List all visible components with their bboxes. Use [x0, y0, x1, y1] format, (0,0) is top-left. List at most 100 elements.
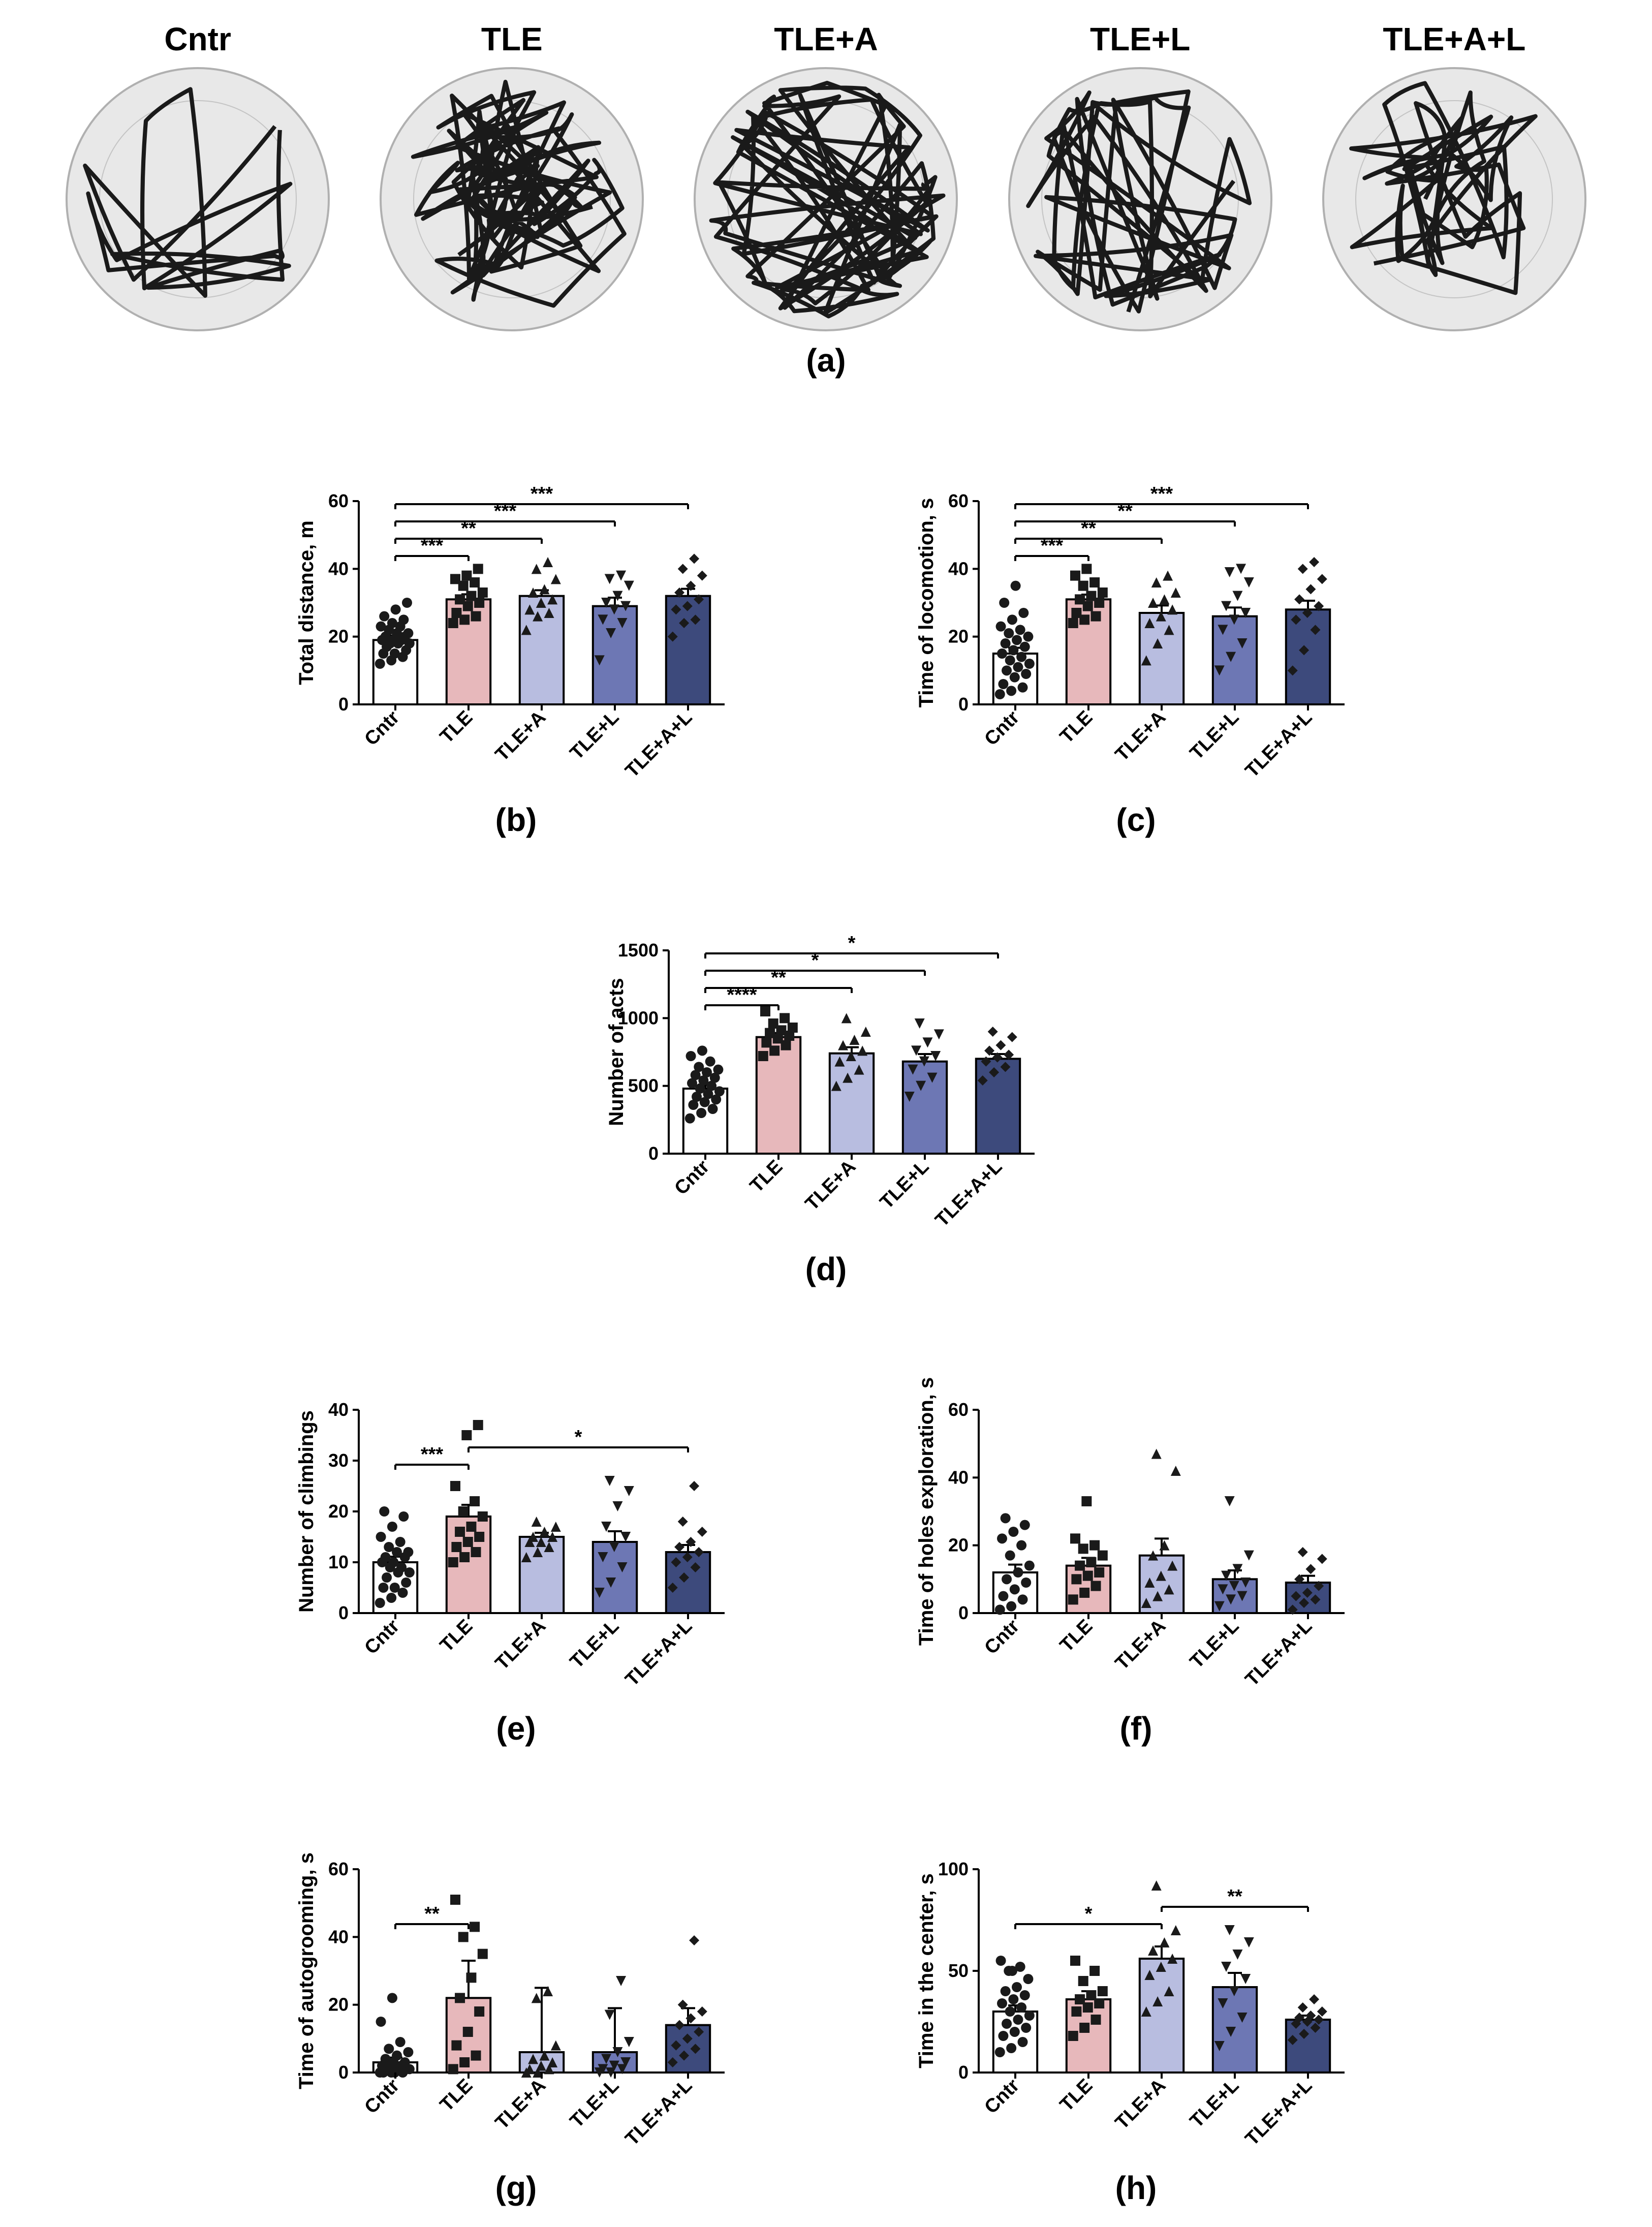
svg-text:10: 10: [328, 1552, 348, 1572]
svg-text:TLE+L: TLE+L: [876, 1156, 933, 1214]
svg-text:Number of climbings: Number of climbings: [295, 1410, 318, 1613]
svg-text:*: *: [574, 1427, 582, 1448]
track-column-tle: TLE: [380, 20, 644, 331]
panel-e: 0 10 20 30 40 Number of climbings Cntr TLE TLE+A…: [272, 1318, 760, 1747]
svg-text:TLE+A+L: TLE+A+L: [931, 1156, 1006, 1231]
panel-d-label: (d): [805, 1250, 847, 1288]
svg-text:20: 20: [328, 626, 348, 647]
svg-text:40: 40: [948, 1467, 968, 1488]
svg-text:Time of locomotion, s: Time of locomotion, s: [915, 498, 938, 708]
panel-d: 050010001500Number of actsCntrTLETLE+ATL…: [582, 859, 1070, 1288]
panel-h: 0 50 100Time in the center, s Cntr TLE TLE+A T…: [892, 1778, 1380, 2207]
svg-text:60: 60: [328, 1859, 348, 1879]
bar-TLE+L: [902, 1062, 946, 1154]
svg-text:TLE: TLE: [1055, 2075, 1096, 2116]
svg-text:0: 0: [338, 1602, 348, 1623]
svg-text:100: 100: [938, 1859, 968, 1879]
panel-g: 0204060Time of autogrooming, sCntrTLETLE…: [272, 1778, 760, 2207]
svg-text:60: 60: [948, 490, 968, 511]
svg-text:Cntr: Cntr: [360, 1616, 403, 1659]
svg-text:TLE+A+L: TLE+A+L: [1241, 1616, 1316, 1691]
svg-text:Cntr: Cntr: [670, 1156, 713, 1199]
svg-text:TLE+A: TLE+A: [1111, 1616, 1170, 1675]
bar-TLE+A+L: [666, 596, 709, 704]
panel-c-label: (c): [1116, 801, 1156, 839]
chart-row-gh: 0 20 40 60 Time of autogrooming, s Cntr TLE TLE…: [10, 1778, 1642, 2207]
panel-f: 0204060Time of holes exploration, sCntrT…: [892, 1318, 1380, 1747]
track-title: TLE: [481, 20, 543, 58]
svg-text:20: 20: [328, 1994, 348, 2015]
svg-text:Cntr: Cntr: [360, 707, 403, 750]
svg-text:0: 0: [648, 1143, 658, 1164]
svg-text:TLE+A+L: TLE+A+L: [621, 2075, 696, 2150]
arena-cntr: [66, 67, 330, 331]
track-title: Cntr: [164, 20, 231, 58]
bar-TLE+L: [593, 606, 636, 704]
svg-text:Cntr: Cntr: [980, 2075, 1023, 2118]
bar-TLE+L: [1212, 616, 1256, 704]
panel-f-label: (f): [1120, 1710, 1152, 1747]
bar-TLE+A: [519, 1537, 563, 1613]
svg-text:TLE+L: TLE+L: [566, 2075, 623, 2132]
figure-root: CntrTLETLE+ATLE+LTLE+A+L (a) 0204060Tota…: [10, 20, 1642, 2207]
svg-text:TLE+A+L: TLE+A+L: [621, 1616, 696, 1691]
panel-b: 0204060Total distance, mCntrTLETLE+ATLE+…: [272, 410, 760, 839]
svg-text:TLE+A: TLE+A: [1111, 2075, 1170, 2134]
bar-TLE+A+L: [1286, 2020, 1329, 2073]
svg-text:TLE+A+L: TLE+A+L: [1241, 2075, 1316, 2150]
svg-text:TLE: TLE: [745, 1156, 786, 1197]
svg-text:TLE+A: TLE+A: [1111, 707, 1170, 766]
svg-text:20: 20: [948, 626, 968, 647]
svg-text:TLE+A+L: TLE+A+L: [621, 707, 696, 782]
svg-text:30: 30: [328, 1450, 348, 1471]
svg-text:Time of autogrooming, s: Time of autogrooming, s: [295, 1852, 318, 2089]
svg-text:0: 0: [958, 2062, 968, 2083]
svg-text:**: **: [424, 1903, 440, 1925]
svg-text:500: 500: [628, 1075, 658, 1096]
bar-TLE+A+L: [1286, 609, 1329, 704]
svg-text:TLE+A: TLE+A: [491, 2075, 550, 2134]
svg-text:TLE+L: TLE+L: [1186, 707, 1243, 764]
svg-text:TLE+L: TLE+L: [566, 1616, 623, 1673]
arena-tle: [380, 67, 644, 331]
svg-text:0: 0: [958, 1602, 968, 1623]
panel-g-label: (g): [495, 2169, 537, 2207]
svg-text:***: ***: [420, 1444, 443, 1465]
svg-text:Number of acts: Number of acts: [605, 978, 628, 1126]
svg-text:40: 40: [328, 1399, 348, 1420]
svg-text:20: 20: [328, 1501, 348, 1522]
track-title: TLE+A: [774, 20, 878, 58]
svg-text:Cntr: Cntr: [980, 1616, 1023, 1659]
svg-text:Time in the center, s: Time in the center, s: [915, 1873, 938, 2068]
svg-text:**: **: [1227, 1886, 1242, 1907]
svg-text:40: 40: [328, 558, 348, 579]
chart-c: 0204060Time of locomotion, sCntrTLETLE+A…: [913, 410, 1360, 796]
svg-text:TLE+A: TLE+A: [491, 1616, 550, 1675]
svg-text:TLE+A+L: TLE+A+L: [1241, 707, 1316, 782]
track-column-tle-l: TLE+L: [1008, 20, 1272, 331]
chart-e: 0 10 20 30 40 Number of climbings Cntr TLE TLE+A…: [293, 1318, 740, 1705]
chart-h: 0 50 100Time in the center, s Cntr TLE TLE+A T…: [913, 1778, 1360, 2164]
svg-text:TLE: TLE: [1055, 707, 1096, 748]
chart-b: 0204060Total distance, mCntrTLETLE+ATLE+…: [293, 410, 740, 796]
chart-g: 0204060Time of autogrooming, sCntrTLETLE…: [293, 1778, 740, 2164]
panel-a-label: (a): [10, 342, 1642, 379]
svg-text:TLE+A: TLE+A: [801, 1156, 860, 1215]
svg-text:TLE: TLE: [435, 1616, 476, 1656]
svg-text:0: 0: [958, 694, 968, 715]
svg-text:40: 40: [328, 1926, 348, 1947]
svg-text:Time of holes exploration, s: Time of holes exploration, s: [915, 1377, 938, 1646]
svg-text:*: *: [848, 933, 855, 954]
svg-text:TLE: TLE: [435, 2075, 476, 2116]
svg-text:***: ***: [530, 483, 553, 505]
svg-text:0: 0: [338, 694, 348, 715]
panel-c: 0204060Time of locomotion, sCntrTLETLE+A…: [892, 410, 1380, 839]
track-column-tle-a: TLE+A: [694, 20, 958, 331]
svg-text:1500: 1500: [617, 940, 658, 961]
svg-text:*: *: [1084, 1903, 1092, 1925]
svg-text:TLE+L: TLE+L: [1186, 1616, 1243, 1673]
panel-a-row: CntrTLETLE+ATLE+LTLE+A+L: [10, 20, 1642, 331]
svg-text:50: 50: [948, 1960, 968, 1981]
svg-text:0: 0: [338, 2062, 348, 2083]
svg-text:Total distance, m: Total distance, m: [295, 520, 318, 685]
